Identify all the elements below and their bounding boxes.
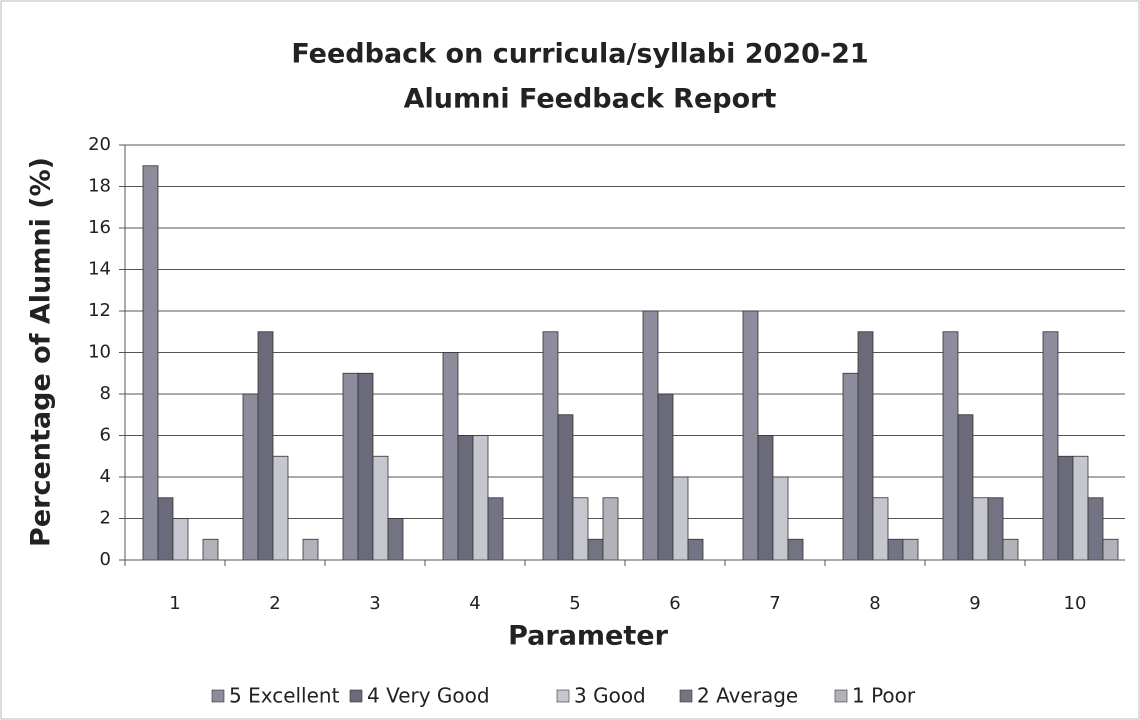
bar (602, 497, 619, 561)
bar (687, 538, 704, 561)
bar (487, 497, 504, 561)
y-tick-label: 4 (100, 466, 111, 487)
x-tick-label: 10 (1064, 593, 1087, 614)
bar (542, 331, 559, 561)
bar (872, 497, 889, 561)
bar (387, 518, 404, 561)
x-tick-label: 5 (569, 593, 580, 614)
x-axis-title: Parameter (508, 621, 668, 652)
bar (972, 497, 989, 561)
y-tick-label: 8 (100, 383, 111, 404)
y-tick-label: 16 (88, 217, 111, 238)
bar (472, 435, 489, 561)
y-tick-label: 14 (88, 259, 111, 280)
bar (302, 538, 319, 561)
bar (457, 435, 474, 561)
y-tick-label: 20 (88, 134, 111, 155)
bar (172, 518, 189, 561)
x-tick-label: 9 (969, 593, 980, 614)
bar (742, 310, 759, 561)
legend-swatch (679, 689, 693, 703)
bar (1057, 455, 1074, 561)
bar (272, 455, 289, 561)
bar (242, 393, 259, 561)
bar (442, 352, 459, 561)
x-tick-label: 7 (769, 593, 780, 614)
bar (642, 310, 659, 561)
legend-swatch (834, 689, 848, 703)
bar (1042, 331, 1059, 561)
bar (787, 538, 804, 561)
bar (672, 476, 689, 561)
chart-subtitle: Alumni Feedback Report (404, 84, 777, 115)
bar (1072, 455, 1089, 561)
legend-swatch (211, 689, 225, 703)
bar (342, 372, 359, 561)
legend-label: 2 Average (697, 684, 798, 708)
legend-swatch (556, 689, 570, 703)
x-tick-label: 1 (169, 593, 180, 614)
chart-title: Feedback on curricula/syllabi 2020-21 (291, 39, 868, 70)
bar (1002, 538, 1019, 561)
legend-swatch (349, 689, 363, 703)
x-tick-label: 8 (869, 593, 880, 614)
legend-label: 4 Very Good (367, 684, 490, 708)
y-tick-label: 2 (100, 508, 111, 529)
bar (957, 414, 974, 561)
bar (987, 497, 1004, 561)
x-tick-label: 4 (469, 593, 480, 614)
y-axis-title: Percentage of Alumni (%) (26, 157, 57, 547)
bar (1087, 497, 1104, 561)
bar (572, 497, 589, 561)
bar (902, 538, 919, 561)
y-tick-label: 6 (100, 425, 111, 446)
legend-label: 5 Excellent (229, 684, 340, 708)
bar (942, 331, 959, 561)
bar (1102, 538, 1119, 561)
x-tick-label: 6 (669, 593, 680, 614)
bar (657, 393, 674, 561)
x-tick-label: 2 (269, 593, 280, 614)
y-tick-label: 18 (88, 176, 111, 197)
y-tick-label: 10 (88, 342, 111, 363)
bar (887, 538, 904, 561)
y-tick-label: 12 (88, 300, 111, 321)
bar (587, 538, 604, 561)
legend-label: 1 Poor (852, 684, 916, 708)
bar (557, 414, 574, 561)
bar (257, 331, 274, 561)
legend-label: 3 Good (574, 684, 646, 708)
bar (357, 372, 374, 561)
bar (142, 165, 159, 561)
bar (372, 455, 389, 561)
bar (842, 372, 859, 561)
bar (157, 497, 174, 561)
x-tick-label: 3 (369, 593, 380, 614)
bar (757, 435, 774, 561)
y-tick-label: 0 (100, 549, 111, 570)
bar (202, 538, 219, 561)
bar (857, 331, 874, 561)
bar (772, 476, 789, 561)
